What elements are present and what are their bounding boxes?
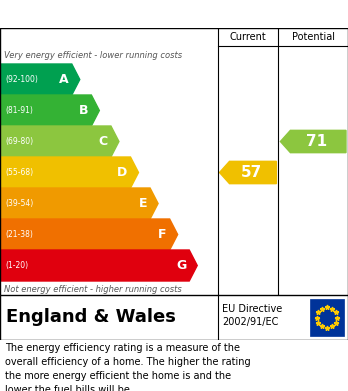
Text: EU Directive
2002/91/EC: EU Directive 2002/91/EC: [222, 304, 283, 327]
Text: 71: 71: [306, 134, 327, 149]
Text: Potential: Potential: [292, 32, 335, 42]
Polygon shape: [0, 157, 139, 188]
Text: (1-20): (1-20): [5, 261, 28, 270]
Text: C: C: [99, 135, 108, 148]
Text: England & Wales: England & Wales: [6, 308, 176, 326]
Text: E: E: [139, 197, 147, 210]
Text: A: A: [59, 73, 69, 86]
Text: G: G: [176, 259, 186, 272]
Text: F: F: [158, 228, 167, 241]
Polygon shape: [220, 161, 276, 184]
Polygon shape: [0, 64, 80, 95]
Text: The energy efficiency rating is a measure of the
overall efficiency of a home. T: The energy efficiency rating is a measur…: [5, 343, 251, 391]
Text: (81-91): (81-91): [5, 106, 33, 115]
Text: Energy Efficiency Rating: Energy Efficiency Rating: [69, 7, 279, 22]
Text: D: D: [117, 166, 127, 179]
Polygon shape: [0, 95, 99, 126]
Polygon shape: [0, 188, 158, 219]
Text: (39-54): (39-54): [5, 199, 33, 208]
Text: B: B: [79, 104, 88, 117]
Text: (55-68): (55-68): [5, 168, 33, 177]
Text: (21-38): (21-38): [5, 230, 33, 239]
Text: Current: Current: [230, 32, 266, 42]
Text: 57: 57: [240, 165, 262, 180]
Polygon shape: [0, 250, 197, 281]
Polygon shape: [0, 219, 177, 250]
FancyBboxPatch shape: [310, 299, 344, 336]
Polygon shape: [280, 130, 346, 152]
Text: (92-100): (92-100): [5, 75, 38, 84]
Text: Not energy efficient - higher running costs: Not energy efficient - higher running co…: [4, 285, 182, 294]
Text: (69-80): (69-80): [5, 137, 33, 146]
Polygon shape: [0, 126, 119, 157]
Text: Very energy efficient - lower running costs: Very energy efficient - lower running co…: [4, 50, 182, 59]
